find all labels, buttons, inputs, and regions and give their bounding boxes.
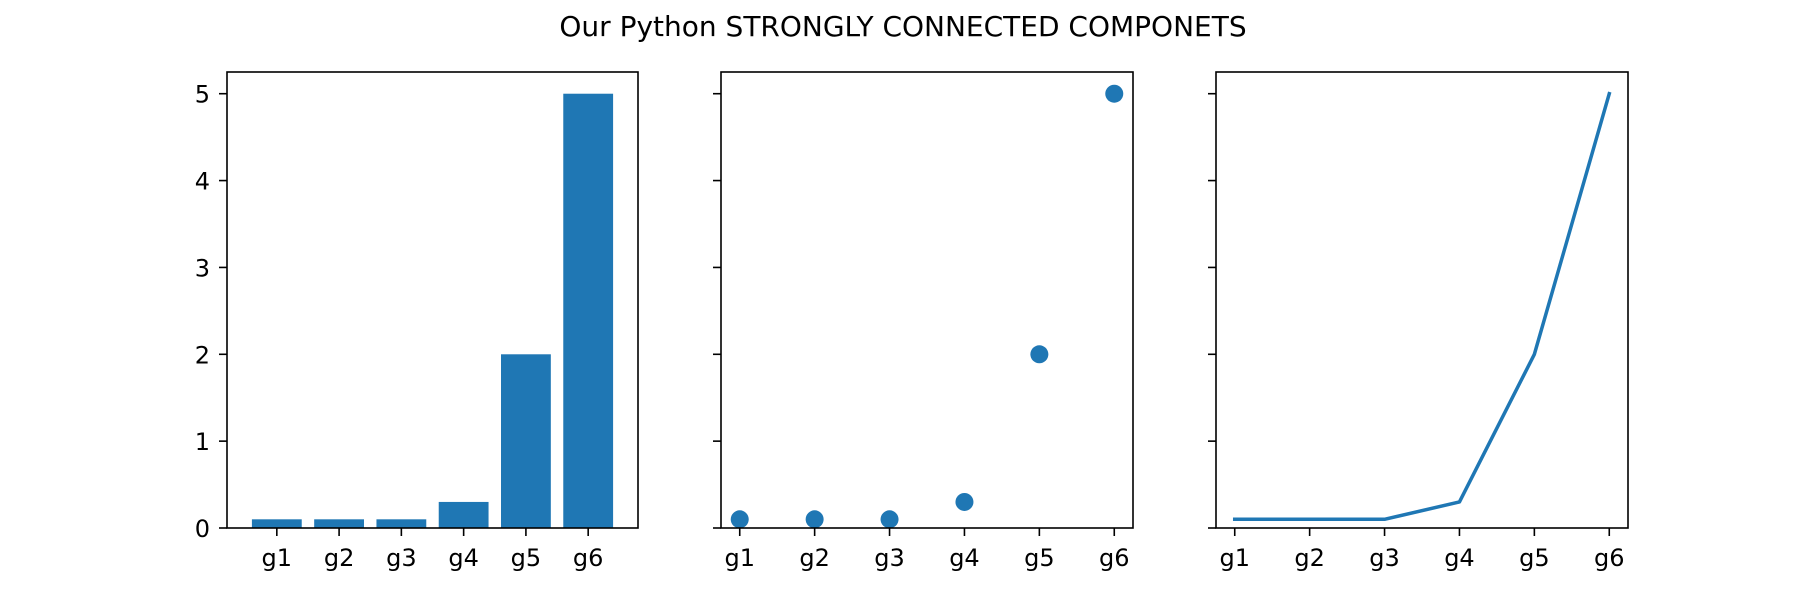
x-tick-label: g1 — [262, 544, 293, 572]
line-chart-panel: g1 g2 g3 g4 g5 g6 — [1208, 71, 1629, 572]
point-g3 — [880, 510, 899, 529]
point-g5 — [1030, 345, 1049, 364]
x-tick-label: g3 — [386, 544, 417, 572]
y-tick-label: 0 — [195, 515, 210, 543]
bar-g4 — [438, 501, 489, 528]
y-tick-label: 2 — [195, 341, 210, 369]
point-g2 — [805, 510, 824, 529]
x-tick-label: g1 — [724, 544, 755, 572]
point-g6 — [1105, 84, 1124, 103]
x-tick-label: g2 — [1294, 544, 1325, 572]
bar-g1 — [251, 519, 302, 528]
x-tick-label: g6 — [573, 544, 604, 572]
y-tick-label: 4 — [195, 168, 210, 196]
y-tick-label: 1 — [195, 428, 210, 456]
x-tick-label: g2 — [799, 544, 830, 572]
bar-g6 — [563, 93, 614, 529]
point-g4 — [955, 492, 974, 511]
x-tick-label: g2 — [324, 544, 355, 572]
x-tick-label: g4 — [949, 544, 980, 572]
axes-frame — [720, 71, 1134, 529]
y-tick-label: 3 — [195, 254, 210, 282]
scatter-chart-panel: g1 g2 g3 g4 g5 g6 — [713, 71, 1134, 572]
x-tick-label: g5 — [1519, 544, 1550, 572]
x-tick-label: g3 — [1369, 544, 1400, 572]
axes-frame — [226, 71, 639, 529]
bar-g3 — [376, 519, 427, 528]
bar-chart-panel: 0 1 2 3 4 5 g1 g2 g3 g4 g5 g6 — [195, 71, 639, 572]
x-tick-label: g4 — [1444, 544, 1475, 572]
figure-title: Our Python STRONGLY CONNECTED COMPONETS — [559, 10, 1246, 43]
x-tick-label: g6 — [1099, 544, 1130, 572]
x-tick-label: g1 — [1219, 544, 1250, 572]
y-tick-label: 5 — [195, 81, 210, 109]
bar-g2 — [314, 519, 364, 528]
bar-g5 — [501, 354, 551, 528]
x-tick-label: g5 — [1024, 544, 1055, 572]
series-line — [1232, 91, 1612, 522]
point-g1 — [730, 510, 749, 529]
x-tick-label: g6 — [1594, 544, 1625, 572]
axes-frame — [1215, 71, 1629, 529]
x-tick-label: g3 — [874, 544, 905, 572]
x-tick-label: g5 — [511, 544, 542, 572]
x-tick-label: g4 — [448, 544, 479, 572]
